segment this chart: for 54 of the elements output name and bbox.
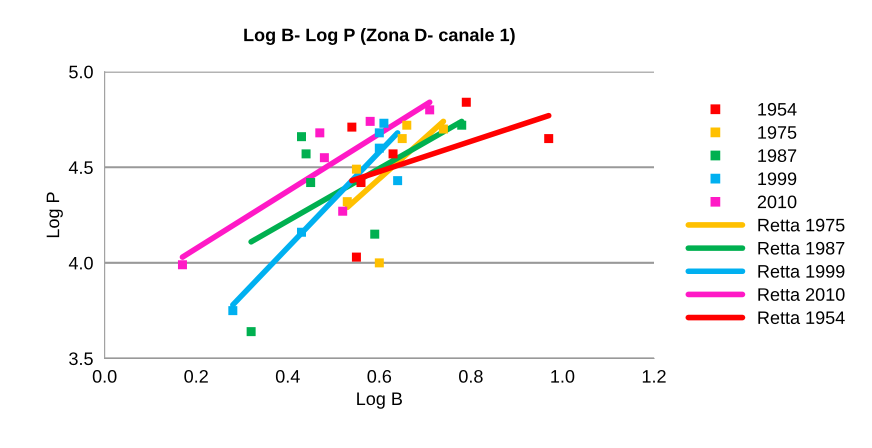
point <box>352 164 361 174</box>
legend-label: 1999 <box>758 172 796 186</box>
legend-label: 1954 <box>758 102 797 116</box>
point <box>398 134 407 144</box>
point <box>425 105 434 114</box>
point <box>374 128 384 138</box>
point <box>315 128 324 138</box>
point <box>352 252 361 262</box>
point <box>338 206 348 216</box>
x-axis-title: Log B <box>357 392 402 409</box>
y-tick-label: 5.0 <box>69 66 93 78</box>
point <box>306 178 316 188</box>
x-tick-label: 0.8 <box>459 370 483 383</box>
point <box>388 149 398 158</box>
legend-label: 1987 <box>758 149 796 162</box>
point <box>342 197 352 206</box>
legend-label: 2010 <box>758 196 796 208</box>
legend-label: Retta 1954 <box>758 311 845 324</box>
y-tick-label: 3.5 <box>69 352 93 366</box>
point <box>366 116 375 126</box>
y-axis-title: Log P <box>46 192 63 238</box>
point <box>370 230 380 239</box>
x-tick-label: 0.2 <box>184 370 208 383</box>
x-tick-label: 0.0 <box>92 370 116 383</box>
chart-title: Log B- Log P (Zona D- canale 1) <box>244 28 515 45</box>
point <box>462 98 471 107</box>
point <box>228 306 238 316</box>
point <box>393 176 402 186</box>
point <box>374 258 384 268</box>
legend-label: Retta 1975 <box>758 218 844 232</box>
point <box>402 120 412 130</box>
legend-label: Retta 1999 <box>758 264 844 278</box>
point <box>374 144 384 153</box>
y-tick-label: 4.0 <box>68 256 93 270</box>
legend-label: Retta 1987 <box>758 242 844 255</box>
point <box>320 153 329 162</box>
point <box>296 228 306 237</box>
x-tick-label: 1.0 <box>551 370 574 383</box>
point <box>302 149 311 158</box>
point <box>347 122 356 132</box>
x-tick-label: 0.4 <box>276 370 300 383</box>
point <box>296 132 306 142</box>
legend-label: 1975 <box>758 126 796 139</box>
y-tick-label: 4.5 <box>68 161 93 174</box>
point <box>379 118 388 128</box>
point <box>438 124 448 134</box>
x-tick-label: 0.6 <box>367 370 392 383</box>
point <box>457 120 466 130</box>
legend-label: Retta 2010 <box>758 288 845 301</box>
point <box>544 134 554 144</box>
point <box>178 260 187 270</box>
point <box>246 327 256 336</box>
point <box>356 178 366 188</box>
x-tick-label: 1.2 <box>642 370 666 383</box>
